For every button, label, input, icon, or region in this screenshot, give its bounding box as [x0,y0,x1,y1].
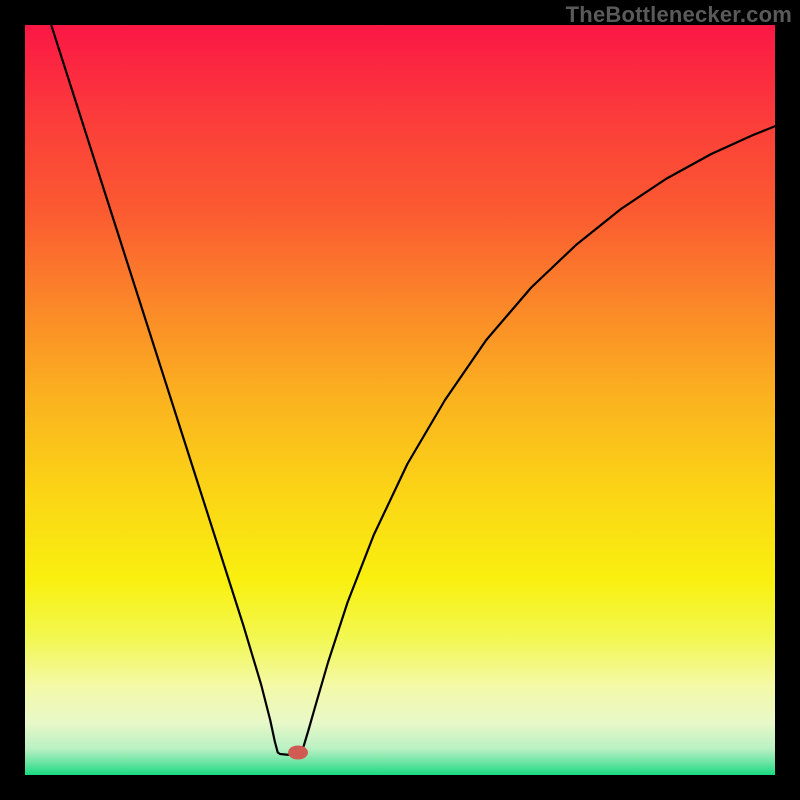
chart-frame: TheBottlenecker.com [0,0,800,800]
watermark-text: TheBottlenecker.com [566,2,792,28]
gradient-background [25,25,775,775]
plot-area [25,25,775,775]
plot-svg [25,25,775,775]
optimal-point-marker [288,746,308,760]
